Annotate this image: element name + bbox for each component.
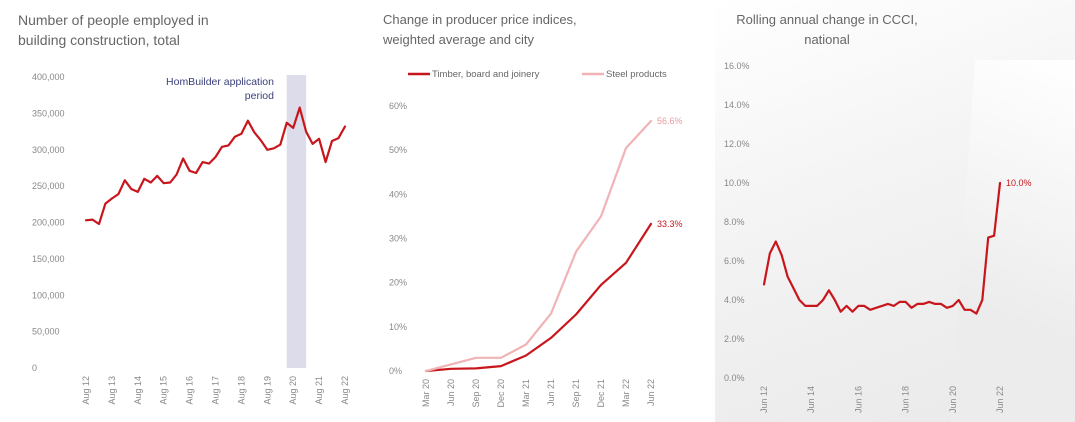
employment-shaded-period bbox=[286, 75, 307, 368]
ppi-series-line-0 bbox=[424, 222, 653, 373]
chart-employment-title: Number of people employed in building co… bbox=[18, 10, 209, 50]
employment-xtick-label: Aug 18 bbox=[236, 376, 246, 405]
ppi-series-line-1 bbox=[424, 119, 653, 373]
ppi-xtick-label: Mar 21 bbox=[521, 379, 531, 407]
ccci-ytick-label: 0.0% bbox=[724, 373, 745, 383]
ppi-end-label-1: 56.6% bbox=[657, 116, 683, 126]
employment-xtick-label: Aug 12 bbox=[81, 376, 91, 405]
ccci-ytick-label: 8.0% bbox=[724, 217, 745, 227]
employment-xtick-label: Aug 22 bbox=[340, 376, 350, 405]
ppi-ytick-label: 40% bbox=[389, 189, 407, 199]
chart-ppi-title-line2: weighted average and city bbox=[383, 32, 535, 47]
ppi-xtick-label: Jun 20 bbox=[446, 379, 456, 406]
chart-ppi-svg: 0% 10% 20% 30% 40% 50% 60% Mar 20 Jun 20 Sep 20 De… bbox=[389, 69, 683, 408]
chart-ppi-panel: Change in producer price indices, weight… bbox=[365, 0, 710, 422]
ppi-xtick-label: Mar 20 bbox=[421, 379, 431, 407]
ppi-ytick-label: 30% bbox=[389, 234, 407, 244]
employment-xtick-label: Aug 21 bbox=[314, 376, 324, 405]
chart-ccci-panel: Rolling annual change in CCCI, national … bbox=[715, 0, 1075, 422]
ppi-ytick-label: 20% bbox=[389, 278, 407, 288]
ppi-legend-label-0: Timber, board and joinery bbox=[432, 69, 540, 80]
chart-ccci-title-line2: national bbox=[804, 32, 850, 47]
ppi-ytick-label: 50% bbox=[389, 145, 407, 155]
ccci-ytick-label: 6.0% bbox=[724, 256, 745, 266]
employment-xtick-label: Aug 19 bbox=[262, 376, 272, 405]
employment-ytick-label: 300,000 bbox=[32, 145, 65, 155]
ccci-xtick-label: Jun 14 bbox=[806, 386, 816, 413]
employment-xtick-label: Aug 17 bbox=[211, 376, 221, 405]
ccci-series-line-0 bbox=[762, 181, 1002, 315]
ccci-xtick-label: Jun 18 bbox=[901, 386, 911, 413]
employment-xtick-label: Aug 16 bbox=[185, 376, 195, 405]
ppi-xtick-label: Jun 22 bbox=[646, 379, 656, 406]
employment-ytick-label: 0 bbox=[32, 363, 37, 373]
employment-ytick-label: 350,000 bbox=[32, 108, 65, 118]
ppi-xtick-label: Sep 21 bbox=[571, 379, 581, 408]
ccci-ytick-label: 4.0% bbox=[724, 295, 745, 305]
chart-ppi-title: Change in producer price indices, weight… bbox=[383, 10, 577, 50]
employment-ytick-label: 50,000 bbox=[32, 327, 60, 337]
ccci-xtick-label: Jun 16 bbox=[853, 386, 863, 413]
ccci-end-label-0: 10.0% bbox=[1006, 178, 1032, 188]
ppi-xtick-label: Mar 22 bbox=[621, 379, 631, 407]
employment-ytick-label: 100,000 bbox=[32, 290, 65, 300]
ccci-xtick-label: Jun 22 bbox=[995, 386, 1005, 413]
chart-ccci-title-line1: Rolling annual change in CCCI, bbox=[736, 12, 918, 27]
ccci-ytick-label: 16.0% bbox=[724, 61, 750, 71]
chart-ppi-title-line1: Change in producer price indices, bbox=[383, 12, 577, 27]
ppi-xtick-label: Sep 20 bbox=[471, 379, 481, 408]
ppi-legend-label-1: Steel products bbox=[606, 69, 667, 80]
employment-annotation-line2: period bbox=[245, 90, 274, 102]
ppi-ytick-label: 0% bbox=[389, 366, 402, 376]
employment-ytick-label: 400,000 bbox=[32, 72, 65, 82]
chart-ccci-svg: 0.0% 2.0% 4.0% 6.0% 8.0% 10.0% 12.0% 14.0% 16.0%… bbox=[724, 61, 1032, 413]
employment-xtick-label: Aug 20 bbox=[288, 376, 298, 405]
ccci-xtick-label: Jun 12 bbox=[759, 386, 769, 413]
chart-employment-title-line1: Number of people employed in bbox=[18, 12, 209, 28]
employment-xtick-label: Aug 14 bbox=[133, 376, 143, 405]
chart-employment-title-line2: building construction, total bbox=[18, 32, 180, 48]
chart-employment-panel: Number of people employed in building co… bbox=[0, 0, 360, 422]
ppi-xtick-label: Jun 21 bbox=[546, 379, 556, 406]
employment-series-line-0 bbox=[84, 106, 347, 226]
employment-ytick-label: 250,000 bbox=[32, 181, 65, 191]
ccci-ytick-label: 14.0% bbox=[724, 100, 750, 110]
ppi-ytick-label: 10% bbox=[389, 322, 407, 332]
employment-ytick-label: 200,000 bbox=[32, 218, 65, 228]
ppi-end-label-0: 33.3% bbox=[657, 219, 683, 229]
employment-xtick-label: Aug 13 bbox=[107, 376, 117, 405]
ccci-xtick-label: Jun 20 bbox=[948, 386, 958, 413]
employment-annotation-line1: HomBuilder application bbox=[166, 76, 274, 88]
ppi-xtick-label: Dec 21 bbox=[596, 379, 606, 408]
ppi-xtick-label: Dec 20 bbox=[496, 379, 506, 408]
ccci-ytick-label: 10.0% bbox=[724, 178, 750, 188]
ccci-ytick-label: 12.0% bbox=[724, 139, 750, 149]
employment-ytick-label: 150,000 bbox=[32, 254, 65, 264]
chart-employment-svg: 0 50,000 100,000 150,000 200,000 250,000 300,0… bbox=[32, 72, 350, 405]
ppi-ytick-label: 60% bbox=[389, 101, 407, 111]
ccci-ytick-label: 2.0% bbox=[724, 334, 745, 344]
employment-xtick-label: Aug 15 bbox=[159, 376, 169, 405]
chart-ccci-title: Rolling annual change in CCCI, national bbox=[727, 10, 927, 50]
